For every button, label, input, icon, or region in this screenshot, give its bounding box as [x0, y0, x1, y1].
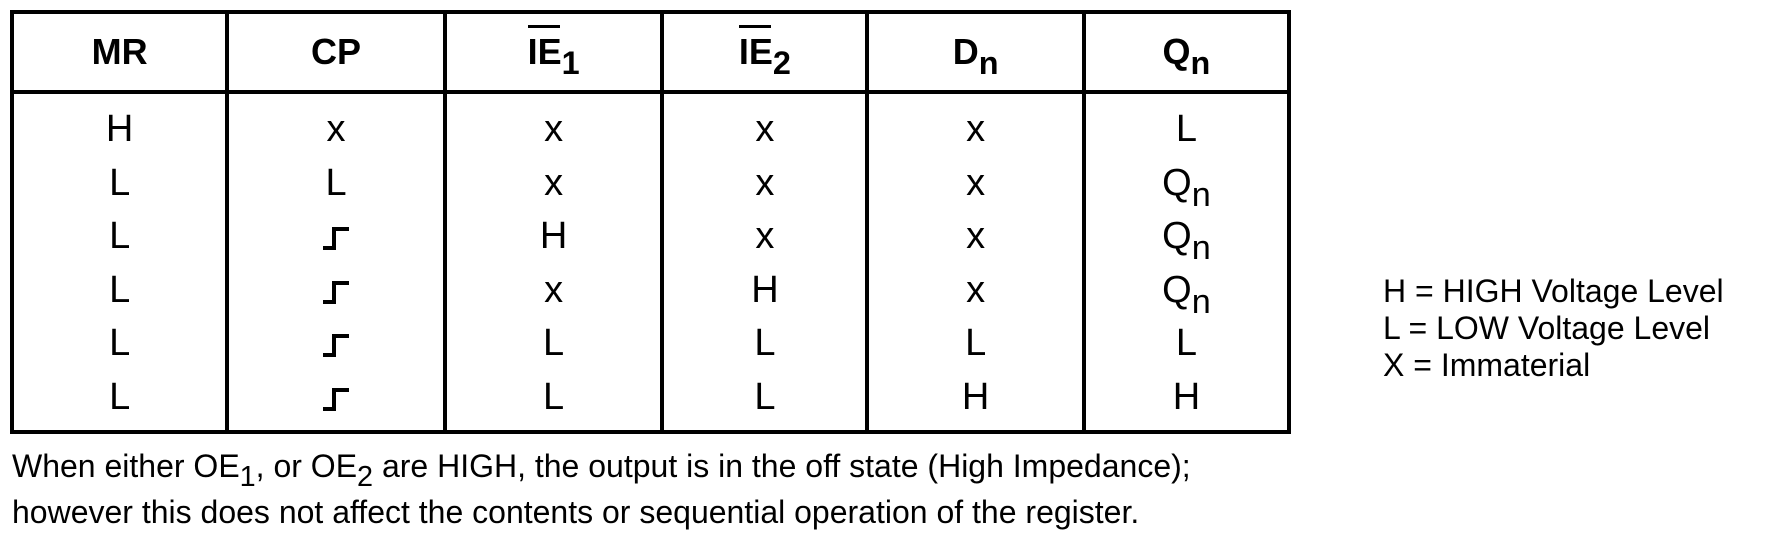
- cell-qn: Qn: [1081, 263, 1292, 319]
- footnote-line-2: however this does not affect the content…: [12, 494, 1140, 530]
- legend-high: H = HIGH Voltage Level: [1383, 273, 1724, 309]
- cell-ie2: L: [660, 370, 870, 432]
- cell-ie2: x: [660, 92, 870, 156]
- cell-cp: L: [225, 155, 447, 210]
- rising-edge-icon: [323, 388, 350, 412]
- cell-ie2: x: [660, 209, 870, 263]
- header-ie2: IE2: [660, 12, 870, 94]
- rising-edge-icon: [323, 280, 350, 304]
- overbar-ie1: IE1: [527, 25, 580, 82]
- cell-ie2: L: [660, 316, 870, 371]
- cell-qn: H: [1081, 370, 1292, 432]
- table-row: L L L H H: [9, 370, 1292, 432]
- header-mr: MR: [9, 12, 230, 94]
- legend-low: L = LOW Voltage Level: [1383, 310, 1711, 346]
- table-row: L x H x Qn: [9, 263, 1292, 319]
- table-row: L L x x x Qn: [9, 155, 1292, 212]
- cell-mr: L: [9, 209, 230, 263]
- cell-dn: x: [865, 155, 1086, 210]
- cell-mr: L: [9, 316, 230, 371]
- header-ie1: IE1: [442, 12, 665, 94]
- cell-dn: x: [865, 263, 1086, 317]
- cell-dn: x: [865, 92, 1086, 156]
- cell-ie1: H: [442, 209, 665, 263]
- header-cp: CP: [225, 12, 447, 94]
- cell-ie2: H: [660, 263, 870, 317]
- overbar-ie2: IE2: [738, 25, 791, 82]
- rising-edge-icon: [323, 334, 350, 358]
- cell-cp: [225, 316, 447, 371]
- cell-qn: L: [1081, 316, 1292, 371]
- table-row: L L L L L: [9, 316, 1292, 371]
- table-row: L H x x Qn: [9, 209, 1292, 265]
- header-dn: Dn: [865, 12, 1086, 94]
- cell-dn: x: [865, 209, 1086, 263]
- cell-cp: [225, 370, 447, 432]
- cell-mr: L: [9, 263, 230, 317]
- cell-cp: [225, 263, 447, 317]
- rising-edge-icon: [323, 227, 350, 251]
- legend-immaterial: X = Immaterial: [1383, 347, 1591, 383]
- cell-ie1: L: [442, 370, 665, 432]
- cell-qn: Qn: [1081, 209, 1292, 265]
- footnote-line-1: When either OE1, or OE2 are HIGH, the ou…: [12, 448, 1191, 494]
- cell-mr: L: [9, 370, 230, 432]
- cell-dn: L: [865, 316, 1086, 371]
- cell-qn: Qn: [1081, 155, 1292, 212]
- cell-ie1: x: [442, 92, 665, 156]
- table-header-row: MR CP IE1 IE2 Dn Qn: [9, 12, 1292, 94]
- cell-ie1: x: [442, 155, 665, 210]
- cell-mr: L: [9, 155, 230, 210]
- cell-cp: x: [225, 92, 447, 156]
- cell-mr: H: [9, 92, 230, 156]
- header-qn: Qn: [1081, 12, 1292, 94]
- truth-table: MR CP IE1 IE2 Dn Qn H x x x x L L L x x …: [9, 10, 1292, 434]
- cell-ie1: L: [442, 316, 665, 371]
- cell-ie2: x: [660, 155, 870, 210]
- cell-dn: H: [865, 370, 1086, 432]
- cell-cp: [225, 209, 447, 263]
- footnote: When either OE1, or OE2 are HIGH, the ou…: [12, 444, 1191, 534]
- cell-ie1: x: [442, 263, 665, 317]
- legend: H = HIGH Voltage Level L = LOW Voltage L…: [1383, 273, 1724, 384]
- cell-qn: L: [1081, 92, 1292, 156]
- table-row: H x x x x L: [9, 92, 1292, 156]
